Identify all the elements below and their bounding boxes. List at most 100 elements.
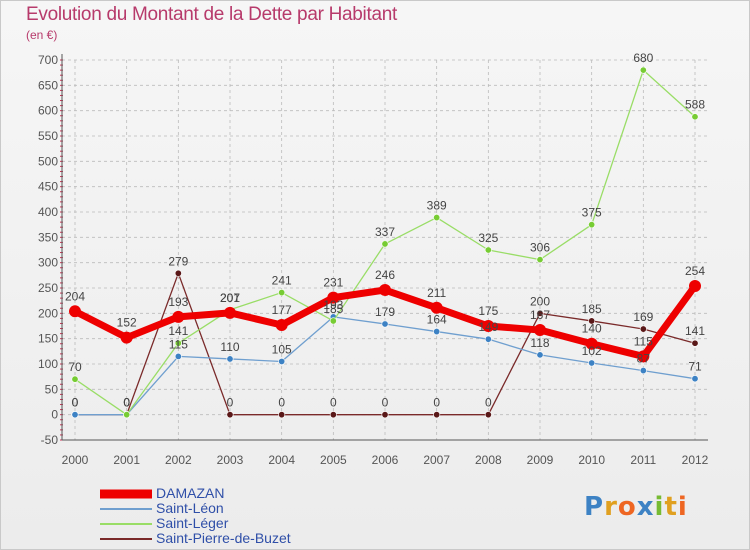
brand-letter: x: [636, 492, 655, 522]
y-tick-label: 600: [38, 104, 58, 118]
y-tick-label: 350: [38, 230, 58, 244]
data-label-saint-leon: 164: [427, 313, 447, 327]
y-tick-label: 150: [38, 332, 58, 346]
data-point-saint-leon: [381, 320, 389, 328]
data-label-damazan: 231: [323, 276, 343, 290]
data-point-saint-leon: [71, 411, 79, 419]
data-point-saint-leger: [639, 66, 647, 74]
data-label-damazan: 167: [530, 308, 550, 322]
brand-letter: P: [584, 492, 605, 522]
data-point-damazan: [482, 320, 495, 332]
data-label-saint-pierre-de-buzet: 200: [530, 294, 550, 308]
data-label-damazan: 193: [168, 295, 188, 309]
x-tick-label: 2012: [682, 453, 709, 467]
chart-title: Evolution du Montant de la Dette par Hab…: [26, 4, 397, 25]
data-point-saint-leon: [588, 359, 596, 367]
x-tick-label: 2000: [62, 453, 89, 467]
data-point-saint-leger: [536, 256, 544, 264]
data-label-saint-pierre-de-buzet: 0: [433, 396, 440, 410]
data-label-saint-leon: 87: [637, 352, 651, 366]
y-tick-label: 0: [51, 408, 58, 422]
data-point-saint-leon: [691, 375, 699, 383]
data-label-saint-pierre-de-buzet: 0: [227, 396, 234, 410]
data-point-saint-leon: [278, 357, 286, 365]
x-tick-label: 2004: [268, 453, 295, 467]
data-label-saint-leger: 337: [375, 225, 395, 239]
data-point-damazan: [379, 284, 391, 297]
legend-swatch-saint-pierre-de-buzet: [100, 537, 152, 540]
data-label-damazan: 140: [582, 322, 602, 336]
data-point-saint-pierre-de-buzet: [278, 411, 286, 419]
data-point-damazan: [430, 301, 443, 314]
x-tick-label: 2003: [217, 453, 244, 467]
data-label-saint-leger: 325: [478, 231, 498, 245]
data-label-damazan: 177: [272, 303, 292, 317]
data-point-damazan: [224, 306, 236, 319]
x-tick-label: 2010: [578, 453, 605, 467]
data-label-saint-leon: 0: [123, 396, 130, 410]
data-point-saint-leon: [639, 367, 647, 375]
data-point-saint-pierre-de-buzet: [484, 411, 492, 419]
data-label-saint-leon: 118: [530, 336, 549, 350]
data-label-damazan: 246: [375, 268, 395, 282]
x-tick-label: 2007: [423, 453, 450, 467]
x-tick-label: 2002: [165, 453, 192, 467]
data-point-damazan: [585, 337, 598, 350]
chart-unit: (en €): [26, 28, 58, 42]
data-point-damazan: [69, 305, 81, 318]
data-label-damazan: 211: [427, 286, 446, 300]
x-tick-label: 2009: [527, 453, 554, 467]
y-tick-label: 300: [38, 256, 58, 270]
data-label-saint-pierre-de-buzet: 0: [485, 396, 492, 410]
data-label-saint-pierre-de-buzet: 141: [685, 324, 705, 338]
data-label-saint-leger: 185: [323, 302, 343, 316]
y-tick-label: 100: [38, 357, 58, 371]
brand-letter: i: [654, 492, 665, 522]
data-label-saint-leger: 680: [633, 51, 653, 65]
data-label-saint-pierre-de-buzet: 0: [72, 396, 79, 410]
legend-swatch-saint-leon: [100, 507, 152, 510]
legend-swatch-saint-leger: [100, 522, 152, 525]
data-point-saint-leon: [536, 351, 544, 359]
data-point-saint-leger: [381, 240, 389, 248]
y-tick-label: 650: [38, 78, 58, 92]
y-tick-label: 400: [38, 205, 58, 219]
x-tick-label: 2011: [630, 453, 656, 467]
data-point-saint-pierre-de-buzet: [381, 411, 389, 419]
data-point-damazan: [689, 279, 701, 292]
data-point-saint-pierre-de-buzet: [433, 411, 441, 419]
data-label-saint-leger: 141: [168, 324, 188, 338]
data-label-saint-leger: 306: [530, 241, 550, 255]
brand-letter: o: [617, 492, 637, 522]
data-point-saint-pierre-de-buzet: [536, 309, 544, 317]
data-label-saint-leon: 105: [272, 342, 292, 356]
data-label-damazan: 152: [117, 316, 137, 330]
data-point-saint-leger: [71, 375, 79, 383]
data-label-saint-leon: 102: [582, 344, 602, 358]
data-label-saint-pierre-de-buzet: 0: [382, 396, 389, 410]
data-label-damazan: 201: [220, 291, 240, 305]
x-tick-label: 2008: [475, 453, 502, 467]
legend-label-damazan: DAMAZAN: [156, 485, 225, 501]
data-point-saint-leger: [278, 289, 286, 297]
data-point-saint-pierre-de-buzet: [588, 317, 596, 325]
data-point-saint-pierre-de-buzet: [639, 325, 647, 333]
x-tick-label: 2006: [372, 453, 399, 467]
data-point-damazan: [275, 318, 288, 331]
data-label-saint-leon: 0: [72, 396, 79, 410]
data-label-damazan: 115: [634, 334, 653, 348]
data-point-saint-leger: [484, 246, 492, 254]
y-tick-label: 500: [38, 154, 58, 168]
data-label-saint-leger: 70: [68, 360, 82, 374]
data-label-damazan: 175: [478, 304, 498, 318]
y-tick-label: 250: [38, 281, 58, 295]
data-point-saint-pierre-de-buzet: [226, 411, 234, 419]
data-label-saint-leger: 241: [272, 274, 292, 288]
brand-letter: r: [604, 492, 618, 522]
data-point-saint-leger: [433, 214, 441, 222]
data-label-saint-leger: 0: [123, 396, 130, 410]
data-label-saint-pierre-de-buzet: 0: [123, 396, 130, 410]
x-tick-label: 2001: [113, 453, 140, 467]
data-label-saint-leon: 193: [323, 298, 343, 312]
